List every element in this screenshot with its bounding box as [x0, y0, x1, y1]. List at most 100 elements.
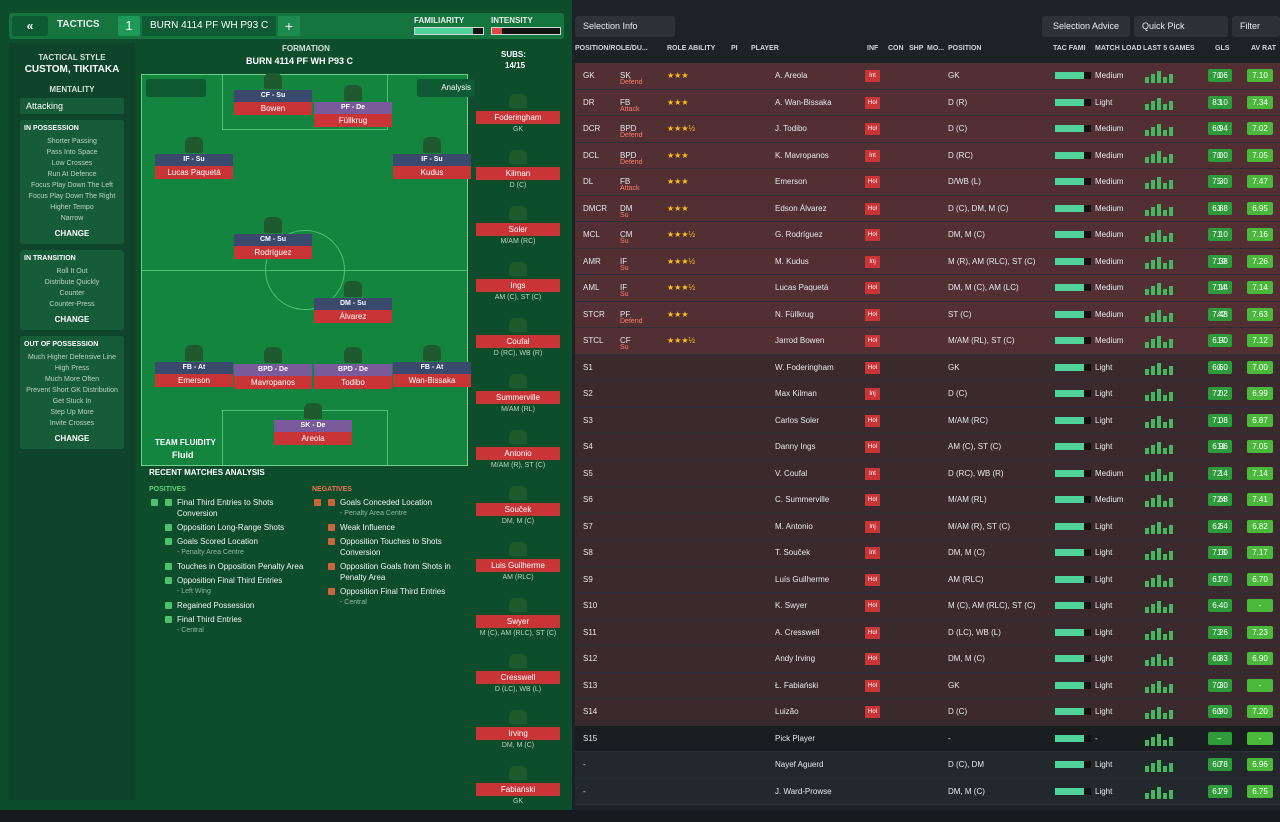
role-label[interactable]: BPD - De [314, 364, 392, 376]
player-name[interactable]: A. Wan-Bissaka [775, 97, 832, 107]
add-tactic-button[interactable]: + [278, 16, 300, 36]
sub-name[interactable]: Souček [476, 503, 560, 516]
role-label[interactable]: DM - Su [314, 298, 392, 310]
sub-name[interactable]: Antonio [476, 447, 560, 460]
filter-button[interactable]: Filter [1232, 16, 1280, 37]
player-name[interactable]: Emerson [775, 177, 808, 186]
quick-pick-button[interactable]: Quick Pick [1134, 16, 1228, 37]
player-slot[interactable]: BPD - De Mavropanos [234, 347, 312, 389]
table-row[interactable]: DL FB Attack ★★★ Emerson Hol D/WB (L) Medium 7.3… [575, 169, 1280, 196]
table-row[interactable]: S4 Danny Ings Hol AM (C), ST (C) Light 6.96 11… [575, 434, 1280, 461]
sub-name[interactable]: Fabiański [476, 783, 560, 796]
view-toggle[interactable] [146, 79, 206, 97]
role-label[interactable]: CF - Su [234, 90, 312, 102]
sub-name[interactable]: Ings [476, 279, 560, 292]
sub-item[interactable]: Soler M/AM (RC) [473, 206, 563, 262]
player-slot[interactable]: CF - Su Bowen [234, 73, 312, 115]
column-header[interactable]: AV RAT [1251, 45, 1277, 52]
role-label[interactable]: IF - Su [393, 154, 471, 166]
role-label[interactable]: SK [620, 71, 631, 80]
sub-name[interactable]: Kilman [476, 167, 560, 180]
player-name[interactable]: Álvarez [314, 310, 392, 323]
table-row[interactable]: - J. Ward-Prowse DM, M (C) Light 6.79 1 6.75 [575, 778, 1280, 805]
column-header[interactable]: PLAYER [751, 45, 779, 52]
table-row[interactable]: S11 A. Cresswell Hol D (LC), WB (L) Light 7.2… [575, 619, 1280, 646]
table-row[interactable]: S12 Andy Irving Hol DM, M (C) Light 6.83 0 6.90 [575, 646, 1280, 673]
role-label[interactable]: IF - Su [155, 154, 233, 166]
player-name[interactable]: G. Rodríguez [775, 230, 823, 239]
sub-item[interactable]: Summerville M/AM (RL) [473, 374, 563, 430]
player-name[interactable]: Luizão [775, 707, 799, 716]
table-row[interactable]: S9 Luís Guilherme Hol AM (RLC) Light 6.70 1 6.7… [575, 566, 1280, 593]
sub-name[interactable]: Swyer [476, 615, 560, 628]
table-row[interactable]: S8 T. Souček Int DM, M (C) Light 7.00 13 7.17 [575, 540, 1280, 567]
player-slot[interactable]: FB - At Emerson [155, 345, 233, 387]
table-row[interactable]: DCL BPD Defend ★★★ K. Mavropanos Int D (RC) Med… [575, 142, 1280, 169]
sub-item[interactable]: Cresswell D (LC), WB (L) [473, 654, 563, 710]
table-row[interactable]: S10 K. Swyer Hol M (C), AM (RLC), ST (C) Lig… [575, 593, 1280, 620]
player-name[interactable]: Areola [274, 432, 352, 445]
player-name[interactable]: Danny Ings [775, 442, 816, 451]
player-name[interactable]: J. Ward-Prowse [775, 786, 832, 796]
role-label[interactable]: CM - Su [234, 234, 312, 246]
table-row[interactable]: MCL CM Su ★★★½ G. Rodríguez Hol DM, M (C) Mediu… [575, 222, 1280, 249]
player-name[interactable]: Wan-Bissaka [393, 374, 471, 387]
table-row[interactable]: DMCR DM Su ★★★ Edson Álvarez Hol D (C), DM, M … [575, 195, 1280, 222]
column-header[interactable]: MO... [927, 45, 945, 52]
sub-item[interactable]: Kilman D (C) [473, 150, 563, 206]
column-header[interactable]: SHP [909, 45, 924, 52]
role-label[interactable]: IF [620, 283, 628, 292]
player-name[interactable]: Mavropanos [234, 376, 312, 389]
player-slot[interactable]: BPD - De Todibo [314, 347, 392, 389]
sub-name[interactable]: Soler [476, 223, 560, 236]
sub-name[interactable]: Luis Guilherme [476, 559, 560, 572]
player-name[interactable]: M. Kudus [775, 256, 809, 266]
player-name[interactable]: Edson Álvarez [775, 203, 827, 213]
back-button[interactable]: « [12, 16, 48, 36]
player-name[interactable]: W. Foderingham [775, 362, 834, 372]
sub-name[interactable]: Cresswell [476, 671, 560, 684]
player-name[interactable]: Jarrod Bowen [775, 336, 825, 345]
table-row[interactable]: S15 Pick Player - - - - - [575, 725, 1280, 752]
formation-name[interactable]: BURN 4114 PF WH P93 C [246, 56, 354, 66]
player-name[interactable]: Bowen [234, 102, 312, 115]
role-label[interactable]: CF [620, 336, 631, 345]
column-header[interactable]: POSITION/ROLE/DU... [575, 45, 648, 52]
player-name[interactable]: A. Cresswell [775, 627, 820, 637]
role-label[interactable]: FB - At [155, 362, 233, 374]
role-label[interactable]: PF - De [314, 102, 392, 114]
table-row[interactable]: STCL CF Su ★★★½ Jarrod Bowen Hol M/AM (RL), ST… [575, 328, 1280, 355]
role-label[interactable]: BPD - De [234, 364, 312, 376]
role-label[interactable]: BPD [620, 124, 637, 133]
table-row[interactable]: DCR BPD Defend ★★★½ J. Todibo Hol D (C) Medium 6… [575, 116, 1280, 143]
column-header[interactable]: ROLE ABILITY [667, 45, 716, 52]
player-name[interactable]: Luís Guilherme [775, 574, 830, 584]
out-possession-change-button[interactable]: CHANGE [54, 434, 90, 443]
role-label[interactable]: SK - De [274, 420, 352, 432]
role-label[interactable]: CM [620, 230, 633, 239]
sub-item[interactable]: Ings AM (C), ST (C) [473, 262, 563, 318]
column-header[interactable]: CON [888, 45, 904, 52]
table-row[interactable]: STCR PF Defend ★★★ N. Füllkrug Hol ST (C) Mediu… [575, 301, 1280, 328]
table-row[interactable]: - Nayef Aguerd D (C), DM Light 6.78 0 6.96 [575, 752, 1280, 779]
sub-item[interactable]: Fabiański GK [473, 766, 563, 822]
sub-item[interactable]: Luis Guilherme AM (RLC) [473, 542, 563, 598]
player-slot[interactable]: PF - De Füllkrug [314, 85, 392, 127]
column-header[interactable]: INF [867, 45, 879, 52]
player-name[interactable]: Carlos Soler [775, 415, 820, 425]
sub-name[interactable]: Summerville [476, 391, 560, 404]
player-name[interactable]: Max Kilman [775, 389, 817, 398]
player-slot[interactable]: FB - At Wan-Bissaka [393, 345, 471, 387]
player-name[interactable]: V. Coufal [775, 468, 808, 478]
player-name[interactable]: Füllkrug [314, 114, 392, 127]
column-header[interactable]: POSITION [948, 45, 982, 52]
player-name[interactable]: Kudus [393, 166, 471, 179]
table-row[interactable]: S7 M. Antonio Inj M/AM (R), ST (C) Light 6.64… [575, 513, 1280, 540]
column-header[interactable]: LAST 5 GAMES [1143, 45, 1195, 52]
table-row[interactable]: S5 V. Coufal Int D (RC), WB (R) Medium 7.14 2 7… [575, 460, 1280, 487]
player-name[interactable]: M. Antonio [775, 521, 813, 531]
table-row[interactable]: S14 Luizão Hol D (C) Light 6.90 0 7.20 [575, 699, 1280, 726]
sub-item[interactable]: Irving DM, M (C) [473, 710, 563, 766]
player-name[interactable]: Lucas Paquetá [155, 166, 233, 179]
role-label[interactable]: IF [620, 256, 628, 266]
